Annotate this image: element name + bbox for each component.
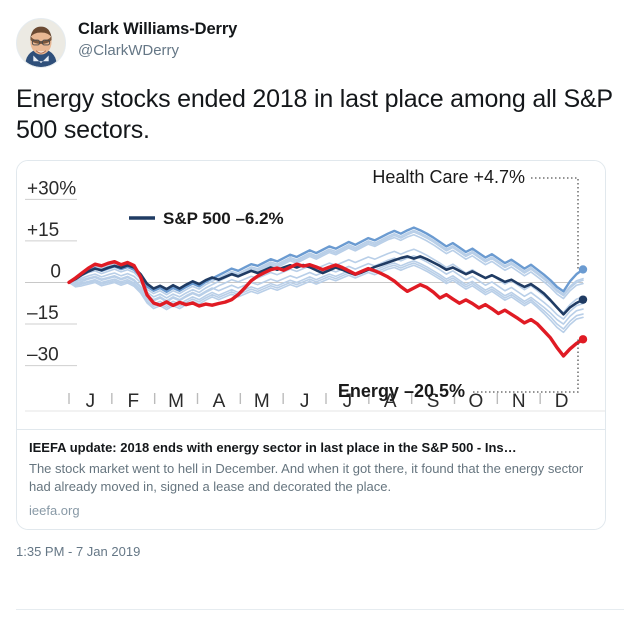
x-axis-tick-label: A xyxy=(384,391,397,412)
y-axis-tick-label: +15 xyxy=(27,220,59,241)
card-title[interactable]: IEEFA update: 2018 ends with energy sect… xyxy=(29,440,517,455)
series-line xyxy=(67,255,585,316)
series-line xyxy=(68,233,584,300)
annotation-energy: Energy –20.5% xyxy=(338,381,465,401)
sector-performance-chart: +30% +15 0 –15 –30 J F M A M J J A S O N D S&P 500 –6.2% H… xyxy=(25,167,605,412)
y-axis-tick-label: +30% xyxy=(27,178,76,199)
series-line xyxy=(67,226,585,294)
x-axis-tick-label: F xyxy=(127,391,139,412)
card-domain[interactable]: ieefa.org xyxy=(29,503,80,518)
avatar[interactable] xyxy=(16,18,66,68)
display-name[interactable]: Clark Williams-Derry xyxy=(78,20,238,38)
x-axis-tick-label: S xyxy=(427,391,440,412)
y-axis-tick-label: –15 xyxy=(27,303,59,324)
series-line xyxy=(68,262,584,330)
footer-divider xyxy=(16,609,624,610)
legend-label-sp500: S&P 500 –6.2% xyxy=(163,209,284,228)
series-endpoint-marker xyxy=(578,335,588,344)
leader-line-health-care xyxy=(531,177,579,270)
series-line xyxy=(68,264,584,334)
card-body: IEEFA update: 2018 ends with energy sect… xyxy=(17,429,605,529)
x-axis-tick-label: M xyxy=(254,391,270,412)
x-axis-tick-label: O xyxy=(469,391,484,412)
series-endpoint-marker xyxy=(578,265,588,274)
x-axis-tick-label: J xyxy=(86,391,96,412)
name-block: Clark Williams-Derry @ClarkWDerry xyxy=(78,18,237,59)
x-axis-tick-label: A xyxy=(213,391,226,412)
x-axis-tick-label: D xyxy=(555,391,569,412)
tweet-text: Energy stocks ended 2018 in last place a… xyxy=(16,85,613,144)
leader-line-energy xyxy=(473,339,579,393)
x-axis-tick-label: M xyxy=(168,391,184,412)
y-axis-tick-label: –30 xyxy=(27,345,59,366)
x-axis-tick-label: J xyxy=(343,391,353,412)
chart-image: +30% +15 0 –15 –30 J F M A M J J A S O N D S&P 500 –6.2% H… xyxy=(17,161,605,429)
tweet-header: Clark Williams-Derry @ClarkWDerry xyxy=(16,18,624,74)
y-axis-tick-label: 0 xyxy=(50,261,61,282)
series-line xyxy=(68,229,584,296)
x-axis-tick-label: N xyxy=(512,391,526,412)
card-description: The stock market went to hell in Decembe… xyxy=(29,461,584,494)
series-line xyxy=(67,259,585,358)
series-endpoint-marker xyxy=(578,295,588,304)
x-axis-tick-label: J xyxy=(300,391,310,412)
user-handle[interactable]: @ClarkWDerry xyxy=(78,41,180,59)
avatar-photo xyxy=(17,19,65,67)
tweet-timestamp[interactable]: 1:35 PM - 7 Jan 2019 xyxy=(16,544,141,559)
link-card[interactable]: +30% +15 0 –15 –30 J F M A M J J A S O N D S&P 500 –6.2% H… xyxy=(16,160,606,530)
annotation-health-care: Health Care +4.7% xyxy=(372,167,525,187)
